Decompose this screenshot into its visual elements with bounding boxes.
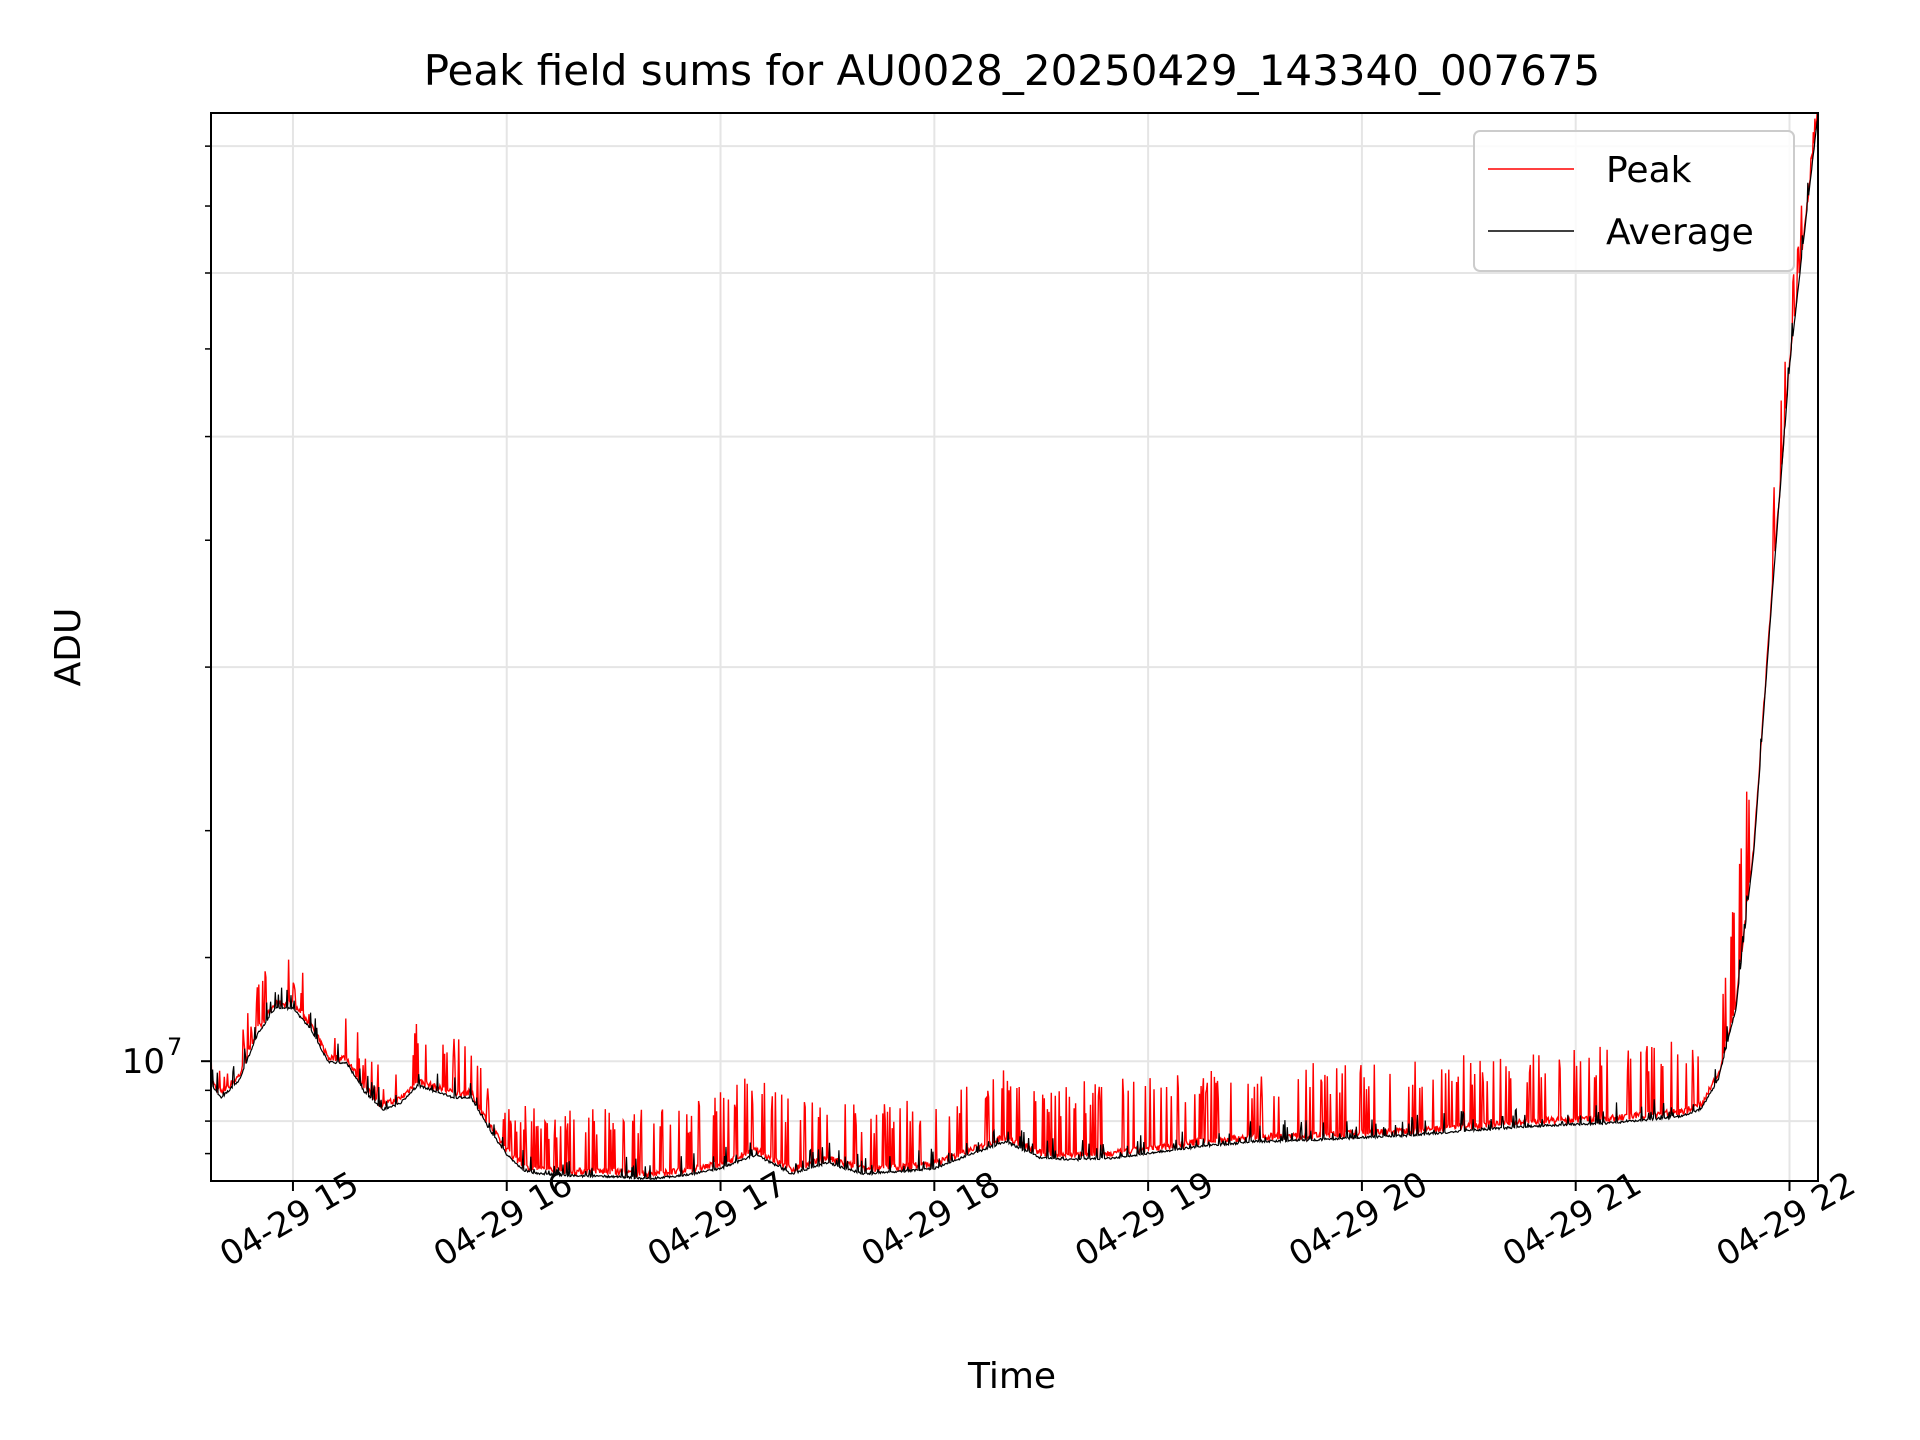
chart-title: Peak field sums for AU0028_20250429_1433…	[424, 46, 1601, 95]
y-axis-label: ADU	[48, 608, 89, 687]
legend-average-label: Average	[1606, 212, 1754, 253]
average-series-line	[211, 120, 1818, 1181]
grid	[211, 113, 1818, 1181]
y-tick-label: 10	[122, 1042, 165, 1082]
x-axis-label: Time	[967, 1356, 1056, 1397]
y-tick-label-exponent: 7	[167, 1033, 182, 1061]
series-layer	[211, 113, 1818, 1181]
legend-peak-label: Peak	[1606, 150, 1692, 191]
legend-box	[1473, 130, 1795, 272]
plot-frame	[210, 112, 1819, 1182]
y-axis: 10 7	[122, 145, 211, 1155]
legend: Peak Average	[1473, 130, 1795, 272]
peak-series-line	[211, 113, 1818, 1180]
